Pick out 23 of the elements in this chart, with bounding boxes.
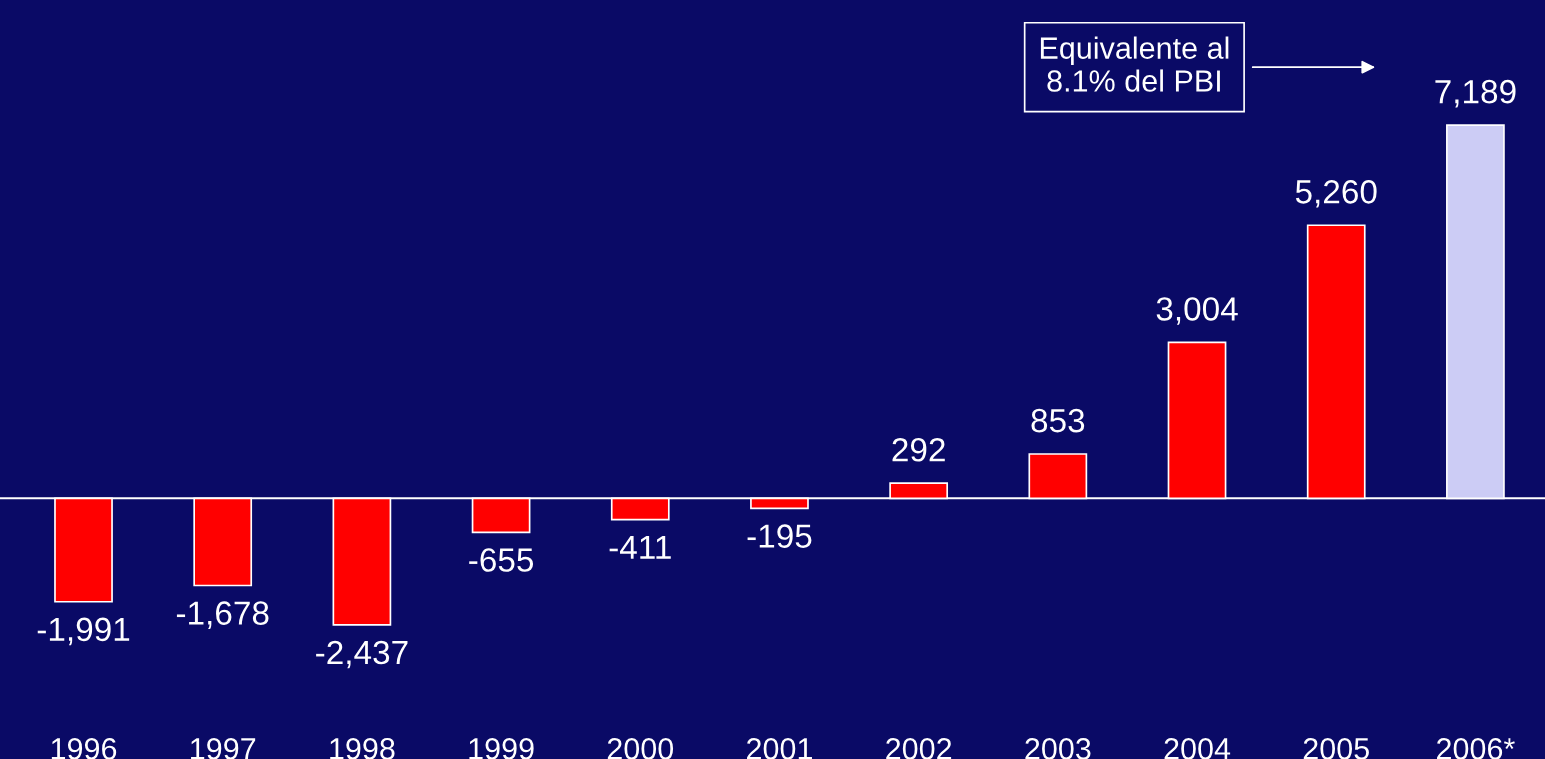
data-label: 292: [892, 437, 945, 462]
data-label: 853: [1031, 408, 1085, 433]
data-label: -1,678: [176, 601, 269, 629]
x-tick-label: 2004: [1164, 738, 1231, 759]
x-tick-label: 2003: [1025, 738, 1091, 759]
x-tick-label: 2000: [607, 738, 674, 759]
data-label: -655: [469, 548, 534, 572]
x-tick-label: 1997: [191, 738, 256, 759]
text: Equivalente al 8.1% del PBI: [1040, 36, 1229, 92]
data-label: -1,991: [37, 617, 130, 646]
x-tick-label: 2005: [1303, 738, 1369, 759]
x-tick-label: 2001: [747, 738, 812, 759]
data-label: -195: [747, 524, 812, 548]
data-label: -411: [609, 535, 671, 559]
data-label: 7,189: [1435, 79, 1516, 108]
data-label: -2,437: [316, 640, 408, 669]
x-tick-label: 1999: [469, 738, 534, 759]
data-label: 3,004: [1156, 297, 1238, 325]
data-label: 5,260: [1295, 180, 1377, 208]
x-tick-label: 2006*: [1437, 738, 1515, 759]
x-tick-label: 1996: [51, 738, 117, 759]
x-tick-label: 1998: [330, 738, 395, 759]
x-tick-label: 2002: [886, 738, 952, 759]
